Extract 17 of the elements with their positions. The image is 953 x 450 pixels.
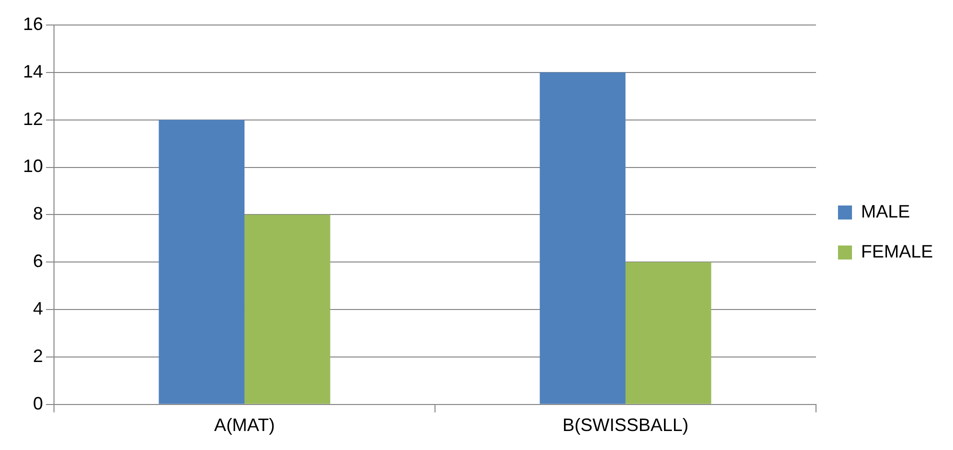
legend-label: MALE <box>860 201 910 222</box>
y-tick-label: 0 <box>33 393 44 414</box>
y-tick-label: 4 <box>33 298 44 319</box>
y-tick-label: 6 <box>33 251 44 272</box>
y-tick-label: 10 <box>22 156 44 176</box>
y-tick-label: 14 <box>22 61 44 82</box>
y-tick-label: 16 <box>22 14 44 34</box>
bar <box>625 262 712 404</box>
y-tick-label: 2 <box>33 346 44 366</box>
x-tick-label: A(MAT) <box>214 415 275 436</box>
bar <box>540 72 626 404</box>
y-tick-label: 12 <box>22 108 44 129</box>
y-tick-label: 8 <box>33 204 44 224</box>
bar <box>244 214 330 404</box>
x-tick-label: B(SWISSBALL) <box>562 415 689 436</box>
legend-label: FEMALE <box>860 241 934 262</box>
bar <box>158 120 245 404</box>
